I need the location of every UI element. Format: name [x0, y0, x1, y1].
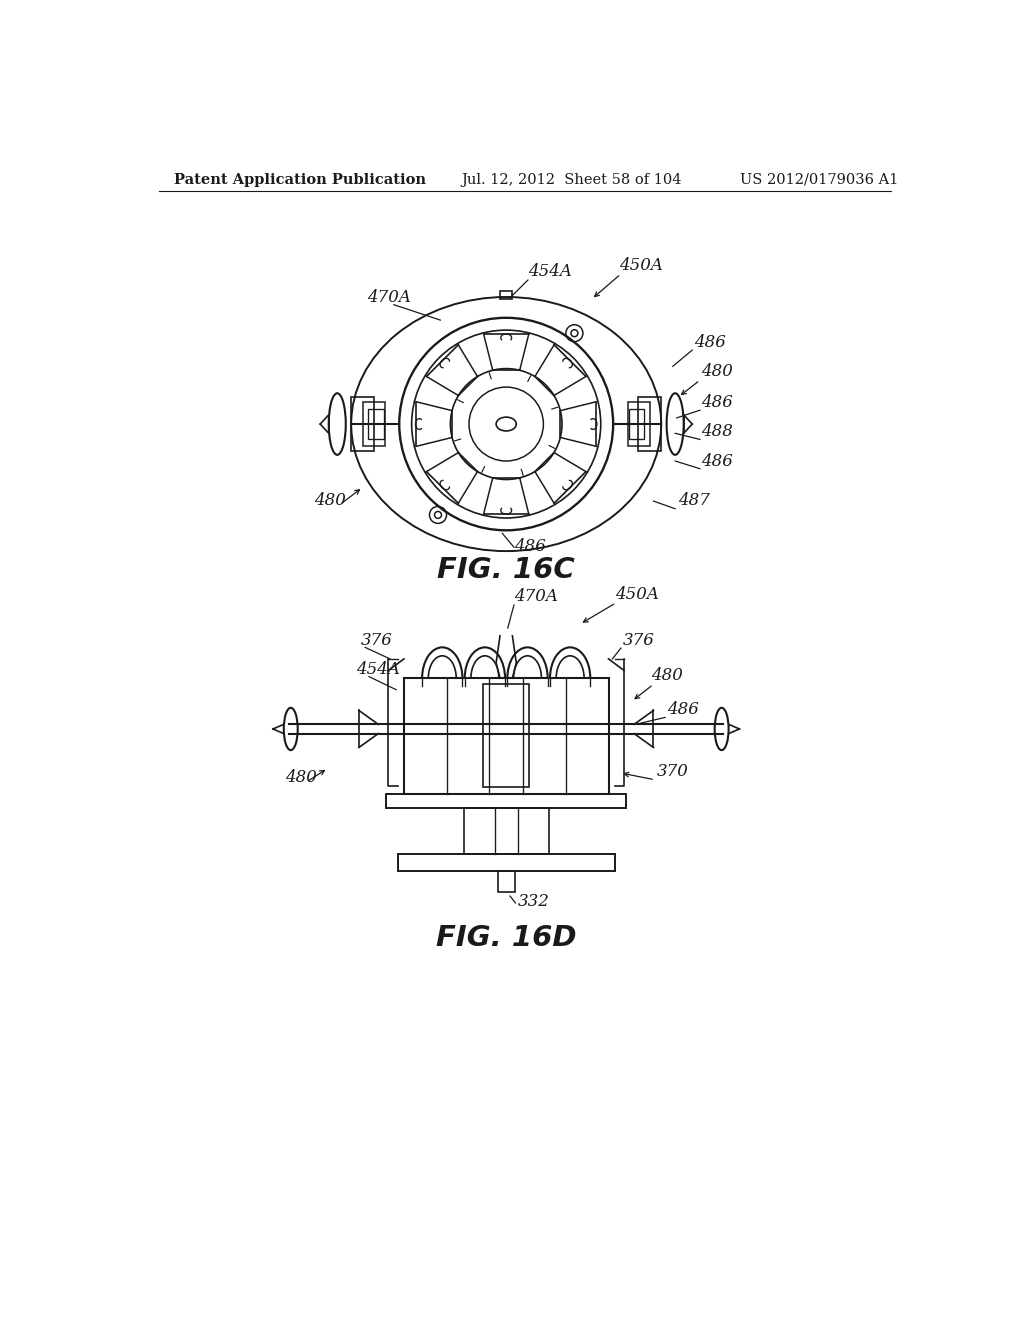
Text: FIG. 16D: FIG. 16D [436, 924, 577, 953]
Text: 376: 376 [623, 632, 654, 649]
Bar [403, 678, 609, 793]
Bar [629, 409, 644, 440]
Bar [397, 854, 614, 871]
Text: 486: 486 [701, 453, 733, 470]
Text: 486: 486 [701, 395, 733, 411]
Text: 480: 480 [651, 668, 683, 685]
Bar [498, 871, 515, 892]
Text: Jul. 12, 2012  Sheet 58 of 104: Jul. 12, 2012 Sheet 58 of 104 [461, 173, 682, 187]
Text: 470A: 470A [367, 289, 411, 306]
Text: 454A: 454A [356, 661, 399, 678]
Bar [628, 403, 649, 446]
Text: 486: 486 [667, 701, 698, 718]
Text: 487: 487 [678, 492, 710, 510]
Text: 376: 376 [361, 632, 393, 649]
Text: 488: 488 [701, 424, 733, 441]
Text: 480: 480 [286, 770, 317, 787]
Bar [500, 290, 512, 298]
Text: 480: 480 [701, 363, 733, 380]
Bar [351, 397, 375, 451]
Text: Patent Application Publication: Patent Application Publication [174, 173, 427, 187]
Bar [483, 684, 529, 788]
Text: 370: 370 [656, 763, 688, 780]
Text: 454A: 454A [528, 263, 571, 280]
Text: 450A: 450A [614, 586, 658, 603]
Text: FIG. 16C: FIG. 16C [437, 556, 575, 585]
Text: 486: 486 [693, 334, 726, 351]
Text: 480: 480 [314, 492, 346, 510]
Bar [369, 409, 384, 440]
Bar [464, 808, 549, 854]
Bar [362, 403, 385, 446]
Text: 486: 486 [514, 539, 546, 556]
Bar [638, 397, 662, 451]
Text: US 2012/0179036 A1: US 2012/0179036 A1 [740, 173, 899, 187]
Text: 470A: 470A [514, 589, 558, 605]
Bar [386, 793, 627, 808]
Text: 450A: 450A [618, 257, 663, 275]
Text: 332: 332 [518, 894, 550, 909]
